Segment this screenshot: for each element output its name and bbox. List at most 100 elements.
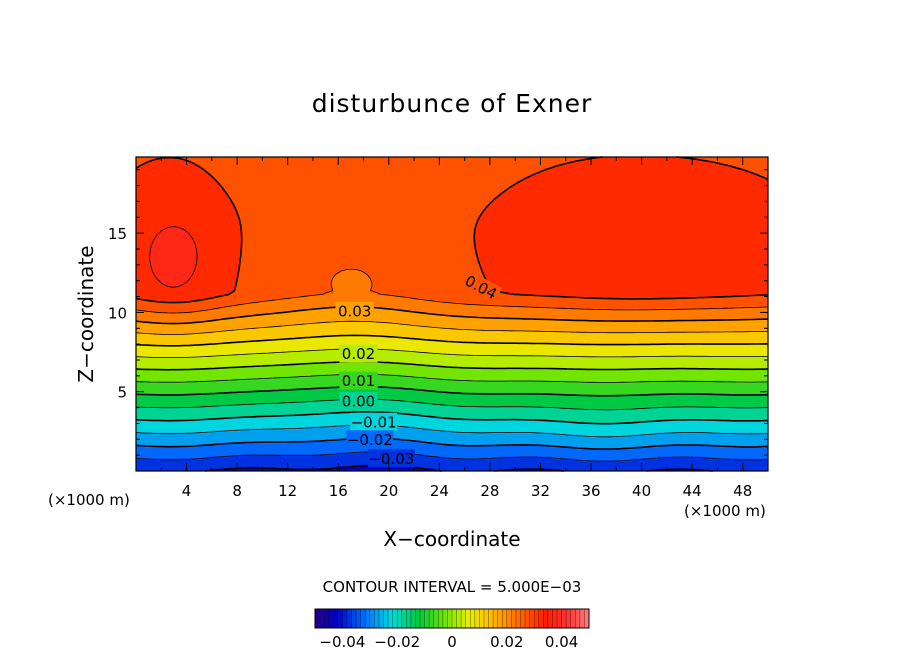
x-tick-label: 8 [232, 482, 242, 500]
contour-line [135, 451, 769, 462]
colorbar-cell [456, 609, 462, 628]
contour-label-text: 0.03 [338, 302, 371, 320]
colorbar-cell [369, 609, 375, 628]
colorbar-cell [538, 609, 544, 628]
contour-label-text: 0.02 [342, 345, 375, 363]
colorbar-cell [502, 609, 508, 628]
colorbar-cell [351, 609, 357, 628]
colorbar-cell [488, 609, 494, 628]
x-axis-label: X−coordinate [383, 527, 520, 551]
colorbar-cell [534, 609, 540, 628]
colorbar-cell [547, 609, 553, 628]
colorbar-cell [319, 609, 325, 628]
x-tick-label: 40 [632, 482, 651, 500]
contour-label-text: 0.00 [342, 393, 375, 411]
colorbar-cell [511, 609, 517, 628]
colorbar-cell [383, 609, 389, 628]
contour-label: −0.01 [350, 412, 398, 431]
plot-area: 0.040.030.020.010.00−0.01−0.02−0.03 [135, 156, 769, 472]
contour-label-text: −0.03 [368, 450, 414, 468]
colorbar-cell [438, 609, 444, 628]
contour-line [135, 156, 769, 304]
colorbar-cell [566, 609, 572, 628]
colorbar-tick-label: 0.02 [490, 633, 523, 651]
contour-labels: 0.040.030.020.010.00−0.01−0.02−0.03 [335, 270, 503, 468]
colorbar-cell [529, 609, 535, 628]
x-tick-label: 28 [480, 482, 499, 500]
x-tick-label: 32 [531, 482, 550, 500]
colorbar-cell [575, 609, 581, 628]
contour-label: 0.00 [339, 392, 378, 411]
x-tick-label: 44 [683, 482, 702, 500]
x-tick-label: 12 [278, 482, 297, 500]
colorbar-cell [360, 609, 366, 628]
colorbar-tick-label: −0.04 [319, 633, 365, 651]
colorbar-frame [314, 608, 590, 629]
colorbar-cell [424, 609, 430, 628]
contour-line [135, 411, 769, 425]
contour-label-bg [339, 371, 378, 390]
colorbar-cell [479, 609, 485, 628]
colorbar-tick-label: 0 [447, 633, 457, 651]
contour-line [135, 385, 769, 397]
colorbar-cell [420, 609, 425, 628]
contour-label-bg [367, 449, 415, 468]
contour-label-bg [339, 392, 378, 411]
colorbar-cell [570, 609, 576, 628]
colorbar-cell [474, 609, 480, 628]
colorbar-cell [465, 609, 471, 628]
contour-line [135, 306, 769, 325]
colorbar-cell [315, 609, 320, 628]
colorbar-cell [356, 609, 362, 628]
contour-label: 0.01 [339, 371, 378, 390]
colorbar-tick-labels: −0.04 −0.02 0 0.02 0.04 [319, 633, 578, 651]
contour-label-bg [459, 270, 503, 304]
y-tick-label: 10 [108, 304, 127, 322]
y-tick-label: 15 [108, 225, 127, 243]
contour-label-bg [335, 301, 374, 320]
contour-label-text: 0.01 [342, 372, 375, 390]
contour-line [135, 268, 769, 314]
colorbar-cell [410, 609, 416, 628]
colorbar-cell [561, 609, 567, 628]
contour-label-text: −0.01 [351, 413, 397, 431]
colorbar-cell [493, 609, 499, 628]
colorbar-cell [483, 609, 489, 628]
colorbar-tick-label: 0.04 [545, 633, 578, 651]
x-axis: 4 8 12 16 20 24 28 32 36 40 44 48 [160, 157, 752, 500]
contour-label-bg [350, 412, 398, 431]
colorbar-cell [346, 609, 352, 628]
colorbar-cell [415, 609, 421, 628]
colorbar-cell [328, 609, 334, 628]
colorbar-cell [447, 609, 453, 628]
contour-label-bg [346, 430, 394, 449]
contour-fill [136, 157, 768, 471]
colorbar-cell [337, 609, 343, 628]
colorbar-cell [388, 609, 394, 628]
colorbar-cell [429, 609, 435, 628]
colorbar-cell [401, 609, 407, 628]
colorbar-cell [579, 609, 585, 628]
contour-label-text: −0.02 [347, 431, 393, 449]
colorbar-cell [392, 609, 398, 628]
x-unit-label-left: (×1000 m) [48, 491, 130, 509]
contour-line [135, 437, 769, 450]
colorbar-cell [452, 609, 457, 628]
colorbar-cell [406, 609, 412, 628]
contour-label: 0.03 [335, 301, 374, 320]
colorbar-cell [470, 609, 476, 628]
colorbar-tick-label: −0.02 [374, 633, 420, 651]
x-unit-label-right: (×1000 m) [684, 502, 766, 520]
contour-line [135, 424, 769, 438]
contour-interval-text: CONTOUR INTERVAL = 5.000E−03 [323, 578, 582, 596]
colorbar-cell [433, 609, 439, 628]
x-tick-label: 20 [379, 482, 398, 500]
colorbar-cell [497, 609, 503, 628]
chart-title: disturbunce of Exner [312, 89, 593, 118]
colorbar-cell [557, 609, 562, 628]
colorbar-cell [378, 609, 384, 628]
colorbar-cell [520, 609, 526, 628]
colorbar-cell [324, 609, 330, 628]
colorbar [314, 608, 590, 629]
